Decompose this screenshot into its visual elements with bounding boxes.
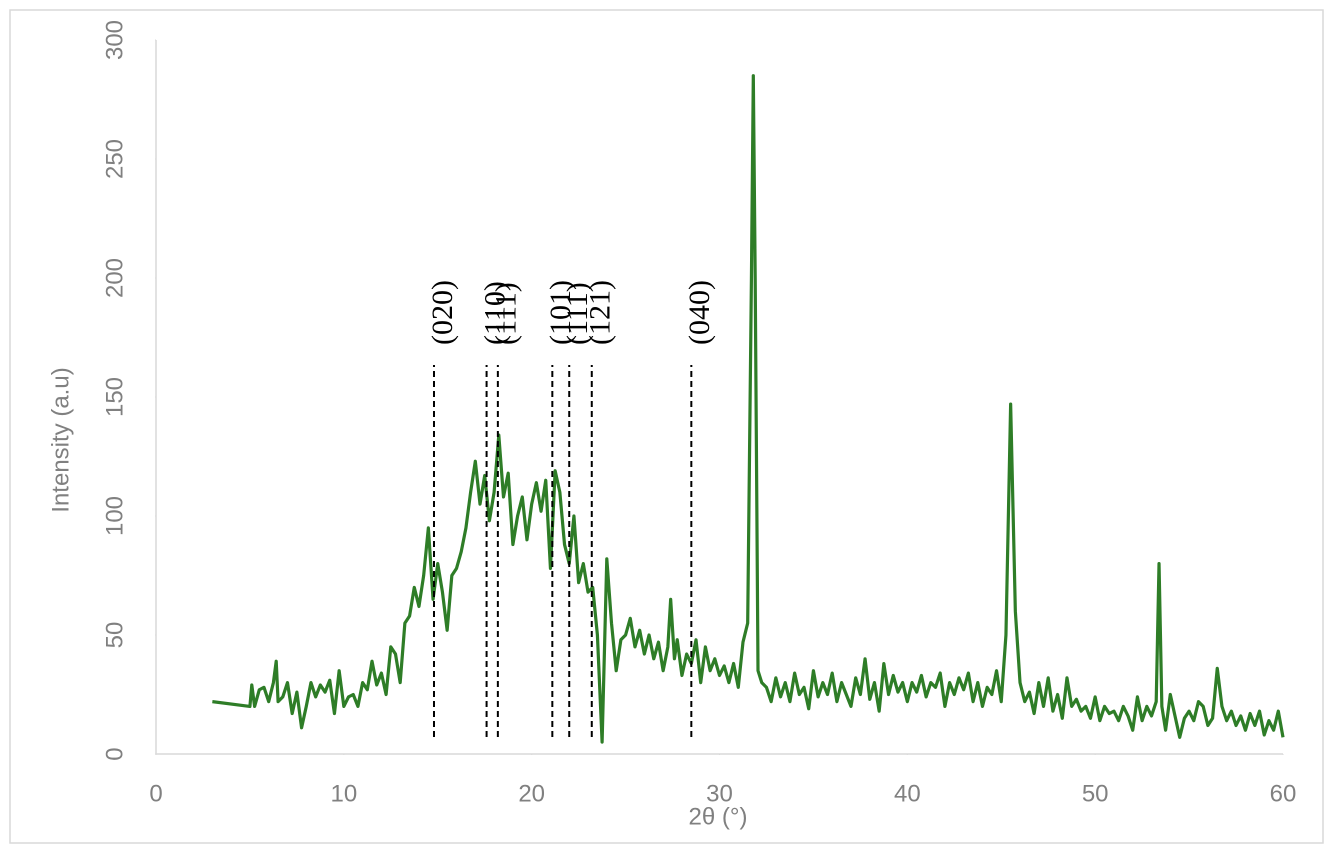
annotation-label: (121) xyxy=(584,280,617,345)
x-tick-label: 20 xyxy=(518,780,545,807)
x-tick-label: 0 xyxy=(149,780,162,807)
x-tick-label: 40 xyxy=(894,780,921,807)
data-line xyxy=(212,74,1285,744)
x-tick-label: 10 xyxy=(330,780,357,807)
annotation-label: (111) xyxy=(490,282,523,345)
y-tick-label: 0 xyxy=(101,747,128,760)
annotation-label: (111) xyxy=(561,282,594,345)
y-tick-label: 200 xyxy=(101,258,128,298)
y-axis-title: Intensity (a.u) xyxy=(47,367,74,512)
chart-frame xyxy=(9,9,1324,844)
annotation-label: (040) xyxy=(683,280,716,345)
x-axis-title: 2θ (°) xyxy=(689,803,748,830)
x-tick-label: 30 xyxy=(706,780,733,807)
y-tick-label: 150 xyxy=(101,377,128,417)
y-tick-label: 300 xyxy=(101,20,128,60)
x-tick-label: 60 xyxy=(1270,780,1297,807)
annotation-label: (101) xyxy=(544,280,577,345)
x-tick-label: 50 xyxy=(1082,780,1109,807)
annotation-label: (110) xyxy=(478,281,511,345)
y-tick-label: 250 xyxy=(101,139,128,179)
annotation-label: (020) xyxy=(426,280,459,345)
y-tick-label: 50 xyxy=(101,622,128,649)
y-tick-label: 100 xyxy=(101,496,128,536)
